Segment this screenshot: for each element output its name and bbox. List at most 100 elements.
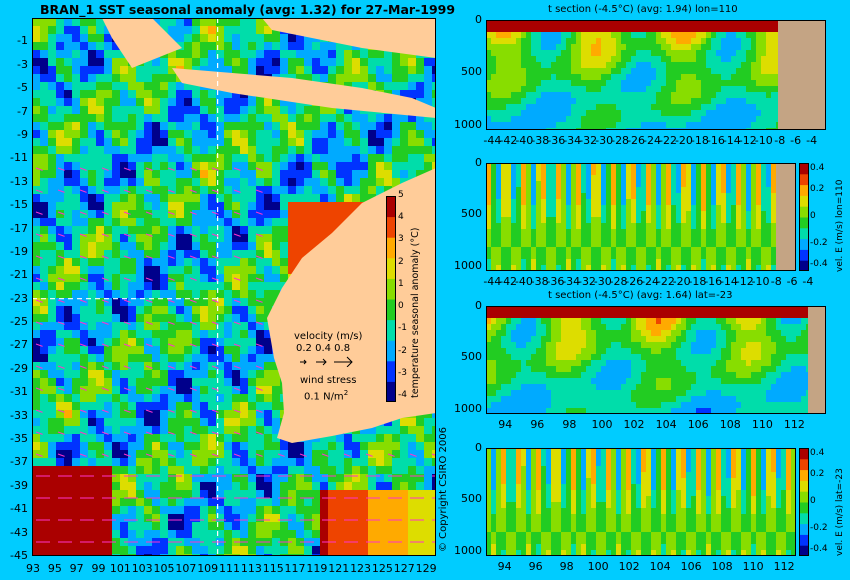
map-cell: [184, 106, 192, 114]
section-cell: [606, 104, 611, 110]
map-cell: [232, 490, 240, 498]
map-cell: [200, 466, 208, 474]
map-cell: [64, 378, 72, 386]
section-cell: [721, 122, 726, 128]
map-cell: [200, 250, 208, 258]
section-cell: [721, 116, 726, 122]
map-cell: [312, 106, 320, 114]
map-cell: [368, 466, 376, 474]
wind-arrow: [167, 453, 175, 457]
section-cell: [551, 26, 556, 32]
map-cell: [400, 122, 408, 130]
section-cell: [586, 80, 591, 86]
section-cell: [616, 104, 621, 110]
map-cell: [32, 410, 40, 418]
map-cell: [184, 346, 192, 354]
map-cell: [168, 162, 176, 170]
map-cell: [392, 474, 400, 482]
map-cell: [120, 58, 128, 66]
section-cell: [566, 104, 571, 110]
section-cell: [696, 32, 701, 38]
map-cell: [56, 306, 64, 314]
section-cell: [626, 38, 631, 44]
map-cell: [336, 146, 344, 154]
section-cell: [696, 98, 701, 104]
map-cell: [248, 138, 256, 146]
section-cell: [626, 104, 631, 110]
map-cell: [64, 410, 72, 418]
section-cell: [666, 74, 671, 80]
map-cell: [160, 154, 168, 162]
section-cell: [541, 44, 546, 50]
section-cell: [761, 80, 766, 86]
map-cell: [192, 394, 200, 402]
map-cell: [344, 202, 352, 210]
map-cell: [88, 506, 96, 514]
section-cell: [641, 26, 646, 32]
map-cell: [40, 250, 48, 258]
map-cell: [216, 354, 224, 362]
section-cell: [546, 104, 551, 110]
wind-arrow: [233, 343, 241, 347]
section-cell: [486, 169, 491, 175]
map-cell: [72, 482, 80, 490]
map-cell: [184, 122, 192, 130]
map-cell: [184, 466, 192, 474]
map-cell: [176, 546, 184, 554]
map-cell: [72, 98, 80, 106]
map-cell: [280, 546, 288, 554]
map-cell: [320, 514, 328, 522]
section-cell: [731, 163, 736, 169]
section-cell: [556, 68, 561, 74]
map-cell: [232, 514, 240, 522]
map-cell: [80, 450, 88, 458]
section-cell: [506, 122, 511, 128]
section-cell: [691, 38, 696, 44]
section-cell: [506, 68, 511, 74]
section-cell: [721, 86, 726, 92]
map-cell: [416, 458, 424, 466]
map-cell: [384, 114, 392, 122]
map-cell: [248, 346, 256, 354]
map-cell: [80, 282, 88, 290]
map-cell: [48, 106, 56, 114]
section-cell: [611, 32, 616, 38]
map-cell: [256, 170, 264, 178]
section-cell: [666, 56, 671, 62]
map-cell: [184, 514, 192, 522]
map-cell: [168, 178, 176, 186]
section-cell: [561, 26, 566, 32]
map-cell: [200, 122, 208, 130]
map-cell: [432, 450, 436, 458]
map-cell: [72, 330, 80, 338]
map-cell: [368, 154, 376, 162]
map-cell: [64, 138, 72, 146]
map-cell: [72, 210, 80, 218]
section-cell: [531, 122, 536, 128]
map-cell: [216, 218, 224, 226]
section-cell: [521, 163, 526, 169]
section-cell: [556, 74, 561, 80]
map-cell: [72, 322, 80, 330]
section-cell: [761, 20, 766, 26]
map-cell: [224, 18, 232, 26]
map-cell: [224, 186, 232, 194]
map-cell: [176, 330, 184, 338]
map-cell: [272, 506, 280, 514]
section-cell: [636, 116, 641, 122]
map-cell: [40, 202, 48, 210]
map-cell: [192, 322, 200, 330]
map-cell: [96, 394, 104, 402]
section-cell: [721, 38, 726, 44]
map-y-tick-label: -25: [10, 315, 28, 329]
map-cell: [152, 90, 160, 98]
section-cell: [711, 92, 716, 98]
wind-arrow: [233, 167, 241, 171]
map-cell: [48, 170, 56, 178]
map-cell: [256, 498, 264, 506]
section-cell: [631, 20, 636, 26]
map-y-tick-label: -37: [10, 455, 28, 469]
map-cell: [48, 274, 56, 282]
map-cell: [184, 186, 192, 194]
map-cell: [128, 506, 136, 514]
